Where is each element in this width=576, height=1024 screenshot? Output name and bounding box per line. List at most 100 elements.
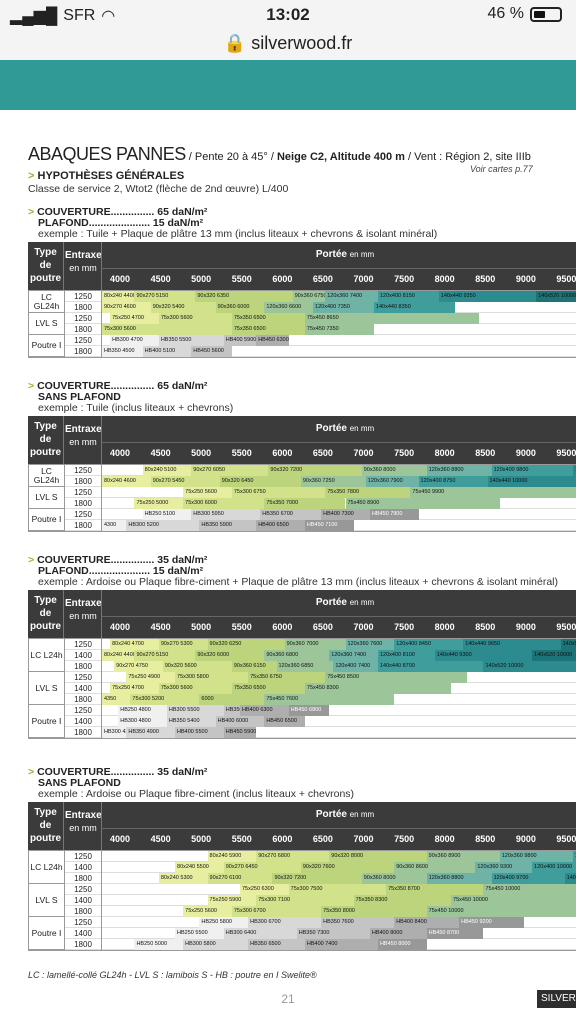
entraxe-cell: 1800 xyxy=(65,520,102,531)
entraxe-cell: 1400 xyxy=(65,716,102,727)
row-group-type: Poutre I xyxy=(29,335,65,357)
tick-label: 8000 xyxy=(434,622,455,632)
table-row: 1250 HB250 5100 HB300 5950 HB350 6700 HB400 … xyxy=(65,509,576,520)
portee-segment: 140x440 8700 xyxy=(377,661,484,672)
portee-segment: 80x240 4400 xyxy=(102,650,135,661)
col-entraxe: Entraxe en mm xyxy=(65,424,102,447)
portee-segment: 120x400 8100 xyxy=(377,650,435,661)
entraxe-cell: 1800 xyxy=(65,727,102,738)
portee-segment: 75x350 6750 xyxy=(248,672,326,683)
entraxe-cell: 1250 xyxy=(65,851,102,862)
plafond-line: PLAFOND..................... 15 daN/m² xyxy=(38,565,204,577)
couverture-label: COUVERTURE............... 35 daN/m² xyxy=(37,554,208,566)
portee-segment: HB400 5900 xyxy=(223,335,257,346)
portee-segment: HB300 5200 xyxy=(126,520,200,531)
entraxe-cell: 1800 xyxy=(65,906,102,917)
document-page: ABAQUES PANNES / Pente 20 à 45° / Neige … xyxy=(0,110,576,1024)
row-group-type: Poutre I xyxy=(29,917,65,950)
portee-segment: 90x360 8600 xyxy=(394,862,476,873)
entraxe-cell: 1800 xyxy=(65,661,102,672)
portee-segment: 75x450 8900 xyxy=(345,498,500,509)
tick-label: 6500 xyxy=(312,448,333,458)
col-type: Type de poutre xyxy=(28,416,64,464)
address-bar[interactable]: 🔒 silverwood.fr xyxy=(0,28,576,60)
col-type: Type de poutre xyxy=(28,590,64,638)
portee-segment: HB300 6700 xyxy=(248,917,322,928)
exemple-line: exemple : Ardoise ou Plaque fibre-ciment… xyxy=(38,788,355,800)
exemple-line: exemple : Tuile (inclus liteaux + chevro… xyxy=(38,402,234,414)
portee-segment: 90x270 5450 xyxy=(150,476,220,487)
table-row: 1250 HB300 4700 HB350 5500 HB400 5900 HB450 … xyxy=(65,335,576,346)
portee-segment: 90x320 6350 xyxy=(195,291,293,302)
portee-segment: 120x360 7400 xyxy=(329,650,378,661)
portee-segment: 140x520 10000 xyxy=(532,650,576,661)
portee-segment: 75x300 6000 xyxy=(183,498,265,509)
portee-segment: HB450 5900 xyxy=(223,727,257,738)
couverture-line: > COUVERTURE............... 35 daN/m² xyxy=(28,554,208,566)
tick-label: 4000 xyxy=(109,274,131,284)
page-title: ABAQUES PANNES / Pente 20 à 45° / Neige … xyxy=(28,144,531,164)
couverture-label: COUVERTURE............... 65 daN/m² xyxy=(37,380,208,392)
portee-segment: 75x300 5600 xyxy=(158,683,232,694)
tick-label: 8500 xyxy=(475,622,496,632)
table-row: 1800 80x240 4600 90x270 5450 90x320 6450 90x… xyxy=(65,476,576,487)
portee-segment: 75x250 4700 xyxy=(110,683,159,694)
table-header: Type de poutre Entraxe en mm Portée en mm 40… xyxy=(28,802,576,850)
tick-label: 9000 xyxy=(515,274,536,284)
entraxe-cell: 1250 xyxy=(65,313,102,324)
portee-segment: 120x360 9800 xyxy=(499,851,573,862)
entraxe-cell: 1800 xyxy=(65,302,102,313)
tick-label: 5000 xyxy=(191,834,212,844)
portee-segment: 75x250 4900 xyxy=(126,672,176,683)
row-group-type: Poutre I xyxy=(29,705,65,738)
portee-segment: 75x350 7000 xyxy=(264,498,346,509)
tick-label: 9500 xyxy=(556,274,576,284)
portee-segment: 140x440 10000 xyxy=(572,465,576,476)
abaque-table: Type de poutre Entraxe en mm Portée en mm 40… xyxy=(28,242,576,358)
portee-segment: 120x360 8800 xyxy=(426,873,492,884)
portee-segment: HB300 5800 xyxy=(183,939,249,950)
portee-segment: HB350 4500 xyxy=(102,346,143,357)
tick-label: 7500 xyxy=(394,448,415,458)
tick-row: 4000 4500 5000 5500 6000 6500 7000 7500 8000 8500… xyxy=(101,828,576,850)
portee-segment: 90x360 6000 xyxy=(215,302,265,313)
tick-label: 6000 xyxy=(272,622,293,632)
tick-label: 7500 xyxy=(394,274,415,284)
tick-label: 9000 xyxy=(515,448,536,458)
portee-segment: HB300 4300 xyxy=(102,727,127,738)
table-header: Type de poutre Entraxe en mm Portée en mm 40… xyxy=(28,590,576,638)
brand-logo: SILVER xyxy=(537,990,576,1008)
portee-segment: 90x360 7250 xyxy=(300,476,366,487)
portee-segment: HB250 5800 xyxy=(199,917,249,928)
portee-segment: 75x450 10000 xyxy=(483,884,576,895)
tick-label: 5500 xyxy=(231,448,252,458)
portee-segment: HB350 5400 xyxy=(166,716,216,727)
tick-label: 8500 xyxy=(475,274,496,284)
tick-label: 5000 xyxy=(191,274,212,284)
tick-label: 9000 xyxy=(515,622,536,632)
portee-segment: 75x450 10000 xyxy=(451,895,576,906)
abaque-table: Type de poutre Entraxe en mm Portée en mm 40… xyxy=(28,802,576,951)
portee-segment: 80x240 4600 xyxy=(102,476,151,487)
portee-segment: 75x300 5800 xyxy=(175,672,249,683)
portee-segment: 90x360 7000 xyxy=(284,639,346,650)
entraxe-cell: 1400 xyxy=(65,650,102,661)
portee-segment: 120x400 9800 xyxy=(491,465,573,476)
table-body: LC GL24h 1250 80x240 4400 90x270 5150 90x320… xyxy=(28,290,576,358)
portee-segment: 80x240 5500 xyxy=(175,862,224,873)
exemple-line: exemple : Ardoise ou Plaque fibre-ciment… xyxy=(38,576,559,588)
legend-note: LC : lamellé-collé GL24h - LVL S : lamib… xyxy=(28,970,317,980)
tick-label: 8000 xyxy=(434,274,455,284)
tick-label: 9500 xyxy=(556,622,576,632)
entraxe-cell: 1400 xyxy=(65,683,102,694)
portee-segment: 75x350 6500 xyxy=(231,683,305,694)
portee-segment: 6000 xyxy=(199,694,265,705)
portee-segment: HB450 5600 xyxy=(191,346,232,357)
tick-label: 5500 xyxy=(231,622,252,632)
table-row: 1800 HB250 5000 HB300 5800 HB350 6500 HB400 … xyxy=(65,939,576,950)
portee-segment: 90x270 4750 xyxy=(114,661,163,672)
portee-segment: 90x320 7200 xyxy=(268,465,362,476)
tick-label: 7000 xyxy=(353,274,374,284)
portee-segment: 120x400 10000 xyxy=(532,862,576,873)
portee-segment: HB450 7900 xyxy=(369,509,419,520)
